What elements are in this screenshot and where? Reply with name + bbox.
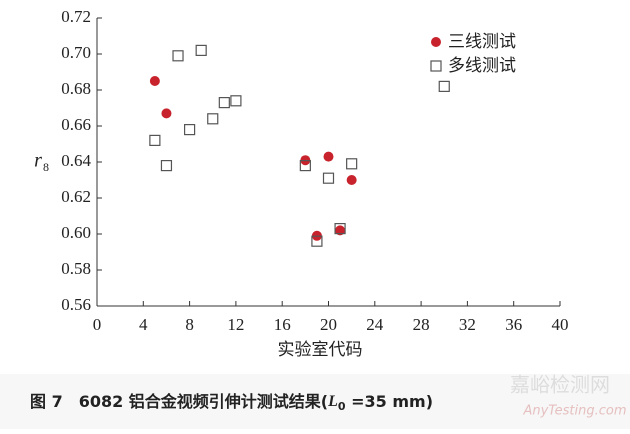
point (149, 134, 161, 146)
caption-band (0, 374, 630, 429)
y-tick-label: 0.56 (61, 295, 91, 314)
y-tick-label: 0.58 (61, 259, 91, 278)
point (311, 235, 323, 247)
caption: 图 7 6082 铝合金视频引伸计测试结果(L0 =35 mm) (30, 392, 433, 414)
x-tick-label: 20 (320, 315, 337, 334)
point (299, 160, 311, 172)
y-axis-label: r (34, 150, 42, 172)
x-tick-label: 36 (505, 315, 522, 334)
y-tick-label: 0.62 (61, 187, 91, 206)
point (149, 76, 160, 86)
x-tick-label: 8 (185, 315, 194, 334)
y-tick-label: 0.70 (61, 43, 91, 62)
y-tick-label: 0.66 (61, 115, 91, 134)
point (161, 108, 172, 119)
point (346, 175, 357, 185)
x-tick-label: 24 (366, 315, 384, 334)
legend-label: 多线测试 (448, 56, 516, 76)
x-tick-label: 16 (274, 315, 291, 334)
point (334, 223, 346, 235)
y-tick-label: 0.60 (61, 223, 91, 242)
point (160, 160, 173, 172)
point (346, 158, 358, 170)
y-tick-label: 0.72 (61, 7, 91, 26)
point (184, 123, 196, 136)
legend-marker (431, 37, 441, 47)
caption-sub: 0 (338, 400, 346, 413)
y-axis-label-sub: 8 (43, 160, 49, 174)
x-tick-label: 4 (139, 315, 148, 334)
y-tick-label: 0.64 (61, 151, 91, 170)
point (230, 95, 242, 107)
point (438, 80, 450, 93)
x-tick-label: 0 (93, 315, 102, 334)
x-tick-label: 40 (552, 315, 569, 334)
caption-var: L (327, 393, 338, 410)
point (322, 172, 335, 184)
legend-marker (430, 60, 442, 72)
y-tick-label: 0.68 (61, 79, 91, 98)
legend-label: 三线测试 (448, 32, 516, 52)
caption-prefix: 图 7 6082 铝合金视频引伸计测试结果( (30, 392, 328, 411)
watermark: 嘉峪检测网 (510, 373, 610, 397)
point (207, 113, 219, 125)
x-tick-label: 28 (413, 315, 430, 334)
point (172, 50, 184, 62)
point (323, 151, 334, 162)
watermark-sub: AnyTesting.com (522, 404, 626, 419)
x-axis-label: 实验室代码 (278, 340, 363, 360)
point (335, 225, 346, 236)
point (218, 96, 230, 109)
x-tick-label: 32 (459, 315, 476, 334)
x-tick-label: 12 (227, 315, 244, 334)
caption-suffix: =35 mm) (346, 392, 433, 411)
point (195, 44, 207, 57)
